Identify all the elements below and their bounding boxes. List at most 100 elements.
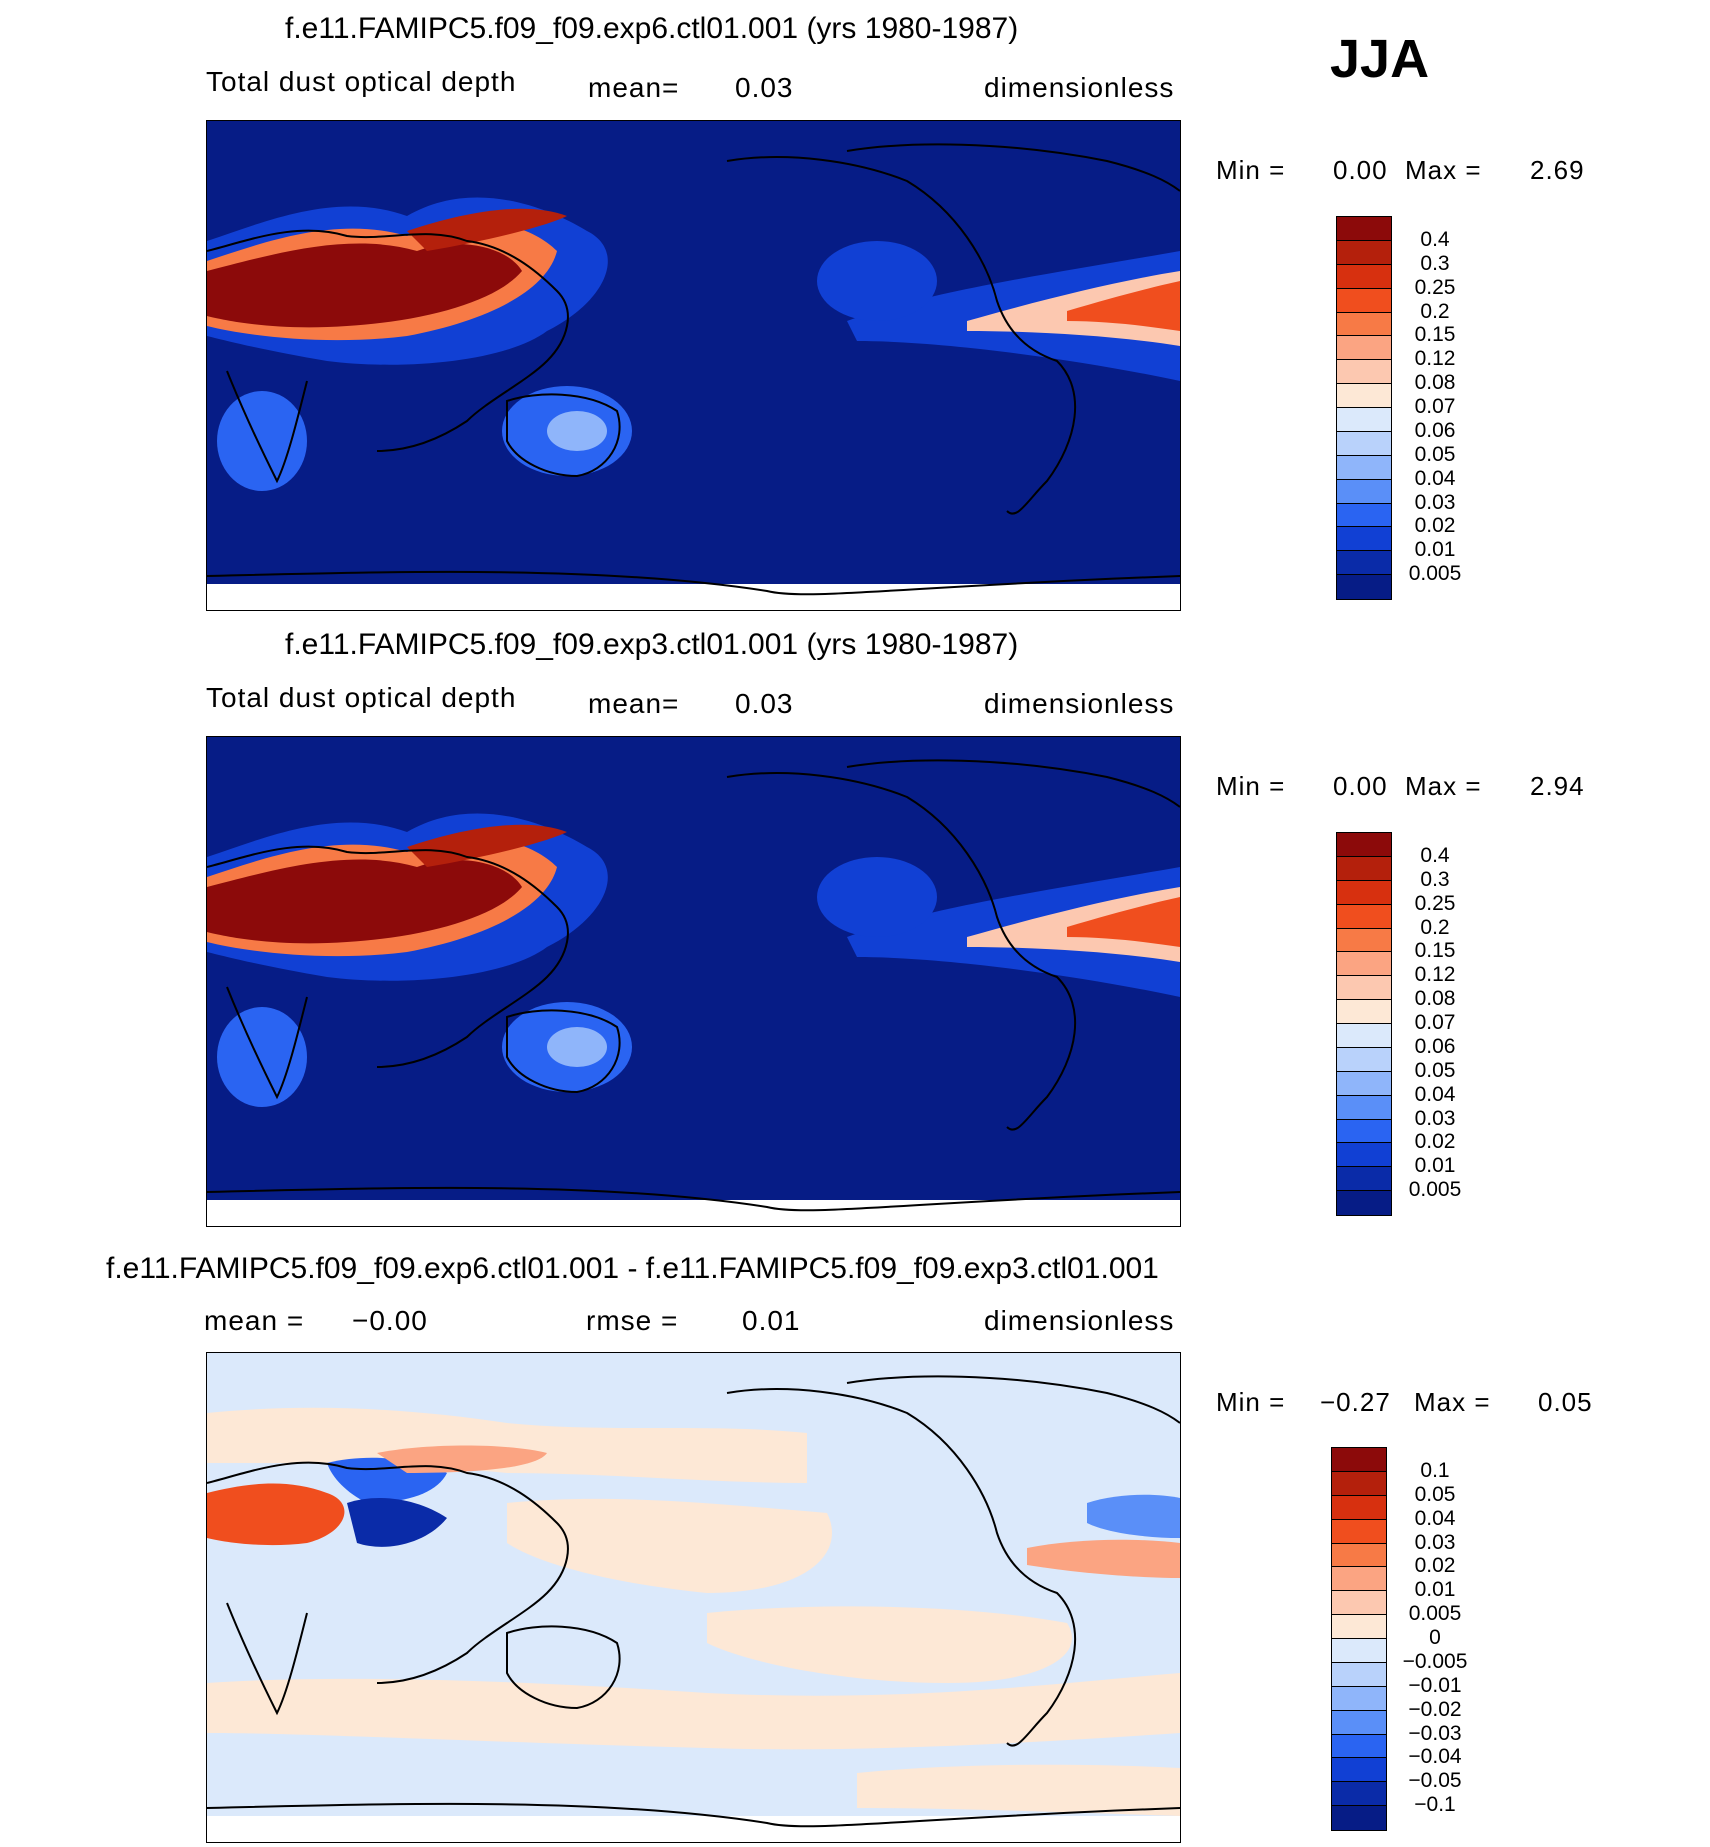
colorbar-tick-label: 0.01 [1414, 1578, 1456, 1602]
panel-1-units: dimensionless [984, 72, 1175, 103]
colorbar-swatch [1337, 1143, 1391, 1168]
colorbar-tick-label: 0.03 [1414, 490, 1456, 514]
colorbar-tick-label: −0.1 [1414, 1793, 1456, 1817]
panel-2-units: dimensionless [984, 688, 1175, 719]
colorbar-tick-label: 0.04 [1414, 1082, 1456, 1106]
colorbar-tick-label: 0.005 [1408, 1602, 1462, 1626]
panel-3-mean-label: mean = [204, 1305, 305, 1336]
panel-1-min-label: Min = [1216, 155, 1286, 185]
panel-1-min-value: 0.00 [1333, 155, 1388, 185]
colorbar-tick-label: 0.04 [1414, 1506, 1456, 1530]
colorbar-swatch [1337, 479, 1391, 504]
colorbar-tick-label: 0.03 [1414, 1106, 1456, 1130]
colorbar-swatch [1337, 455, 1391, 480]
colorbar-tick-label: 0.005 [1408, 1178, 1462, 1202]
colorbar-tick-label: 0.005 [1408, 562, 1462, 586]
colorbar-swatch [1332, 1734, 1386, 1759]
panel-3-max-value: 0.05 [1538, 1387, 1593, 1417]
panel-3-rmse-value: 0.01 [742, 1305, 801, 1336]
panel-1-title: f.e11.FAMIPC5.f09_f09.exp6.ctl01.001 (yr… [285, 12, 1019, 45]
colorbar-swatch [1337, 264, 1391, 289]
colorbar-swatch [1337, 1024, 1391, 1048]
colorbar-tick-label: 0.07 [1414, 395, 1456, 418]
colorbar-tick-label: −0.04 [1408, 1745, 1462, 1769]
colorbar-swatch [1337, 856, 1391, 881]
panel-2-max-label: Max = [1405, 771, 1482, 801]
colorbar-swatch [1332, 1639, 1386, 1663]
colorbar-swatch [1337, 880, 1391, 905]
colorbar-tick-label: 0.2 [1420, 299, 1450, 323]
colorbar-tick-label: 0.02 [1414, 1130, 1456, 1154]
colorbar-tick-label: 0.2 [1420, 915, 1450, 939]
panel-1-map [206, 120, 1181, 611]
colorbar-tick-label: 0.4 [1420, 843, 1450, 867]
colorbar-tick-label: −0.03 [1408, 1721, 1462, 1745]
colorbar-tick-label: −0.02 [1408, 1697, 1462, 1721]
panel-3-colorbar [1331, 1447, 1387, 1831]
colorbar-swatch [1337, 904, 1391, 929]
panel-3-map-svg [207, 1353, 1180, 1828]
colorbar-swatch [1332, 1782, 1386, 1807]
colorbar-tick-label: −0.01 [1408, 1673, 1462, 1697]
colorbar-swatch [1337, 503, 1391, 528]
panel-1-variable: Total dust optical depth [206, 66, 517, 97]
colorbar-swatch [1332, 1495, 1386, 1520]
panel-1-max-label: Max = [1405, 155, 1482, 185]
panel-1-max-value: 2.69 [1530, 155, 1585, 185]
colorbar-swatch [1332, 1806, 1386, 1830]
colorbar-tick-label: 0.3 [1420, 251, 1450, 275]
colorbar-tick-label: 0.05 [1414, 442, 1456, 466]
colorbar-tick-label: 0.02 [1414, 514, 1456, 538]
colorbar-tick-label: 0.25 [1414, 891, 1456, 915]
panel-3-mean-value: −0.00 [352, 1305, 428, 1336]
colorbar-swatch [1332, 1662, 1386, 1687]
colorbar-tick-label: −0.005 [1402, 1649, 1468, 1673]
panel-3-min-label: Min = [1216, 1387, 1286, 1417]
panel-3-title: f.e11.FAMIPC5.f09_f09.exp6.ctl01.001 - f… [106, 1252, 1159, 1285]
colorbar-tick-label: 0.06 [1414, 1034, 1456, 1058]
colorbar-tick-label: 0.1 [1420, 1458, 1450, 1482]
colorbar-tick-label: 0.4 [1420, 227, 1450, 251]
colorbar-swatch [1332, 1471, 1386, 1496]
colorbar-swatch [1332, 1543, 1386, 1568]
colorbar-swatch [1332, 1591, 1386, 1616]
colorbar-swatch [1337, 976, 1391, 1001]
panel-3-max-label: Max = [1414, 1387, 1491, 1417]
panel-2-max-value: 2.94 [1530, 771, 1585, 801]
colorbar-swatch [1337, 1095, 1391, 1120]
colorbar-swatch [1332, 1519, 1386, 1544]
panel-2-title: f.e11.FAMIPC5.f09_f09.exp3.ctl01.001 (yr… [285, 628, 1019, 661]
colorbar-tick-label: 0.08 [1414, 987, 1456, 1011]
colorbar-swatch [1337, 551, 1391, 576]
colorbar-swatch [1332, 1567, 1386, 1592]
colorbar-tick-label: 0.06 [1414, 418, 1456, 442]
panel-2-map-svg [207, 737, 1180, 1212]
colorbar-swatch [1337, 1167, 1391, 1192]
colorbar-tick-label: 0.12 [1414, 347, 1456, 371]
colorbar-swatch [1337, 1071, 1391, 1096]
colorbar-swatch [1332, 1758, 1386, 1783]
colorbar-swatch [1332, 1710, 1386, 1735]
colorbar-swatch [1337, 336, 1391, 361]
colorbar-swatch [1337, 833, 1391, 857]
colorbar-swatch [1337, 952, 1391, 977]
colorbar-swatch [1337, 288, 1391, 313]
colorbar-tick-label: 0.05 [1414, 1482, 1456, 1506]
colorbar-tick-label: 0.25 [1414, 275, 1456, 299]
colorbar-tick-label: 0.15 [1414, 939, 1456, 963]
colorbar-tick-label: 0.05 [1414, 1058, 1456, 1082]
colorbar-swatch [1337, 240, 1391, 265]
colorbar-swatch [1337, 431, 1391, 456]
panel-3-min-value: −0.27 [1320, 1387, 1391, 1417]
colorbar-swatch [1337, 1000, 1391, 1024]
colorbar-tick-label: 0.08 [1414, 371, 1456, 395]
colorbar-swatch [1337, 1047, 1391, 1072]
colorbar-swatch [1337, 928, 1391, 953]
colorbar-tick-label: 0.02 [1414, 1554, 1456, 1578]
colorbar-swatch [1337, 217, 1391, 241]
colorbar-tick-label: 0.15 [1414, 323, 1456, 347]
colorbar-swatch [1337, 527, 1391, 552]
colorbar-swatch [1337, 408, 1391, 432]
colorbar-tick-label: 0.04 [1414, 466, 1456, 490]
season-label: JJA [1330, 29, 1430, 89]
